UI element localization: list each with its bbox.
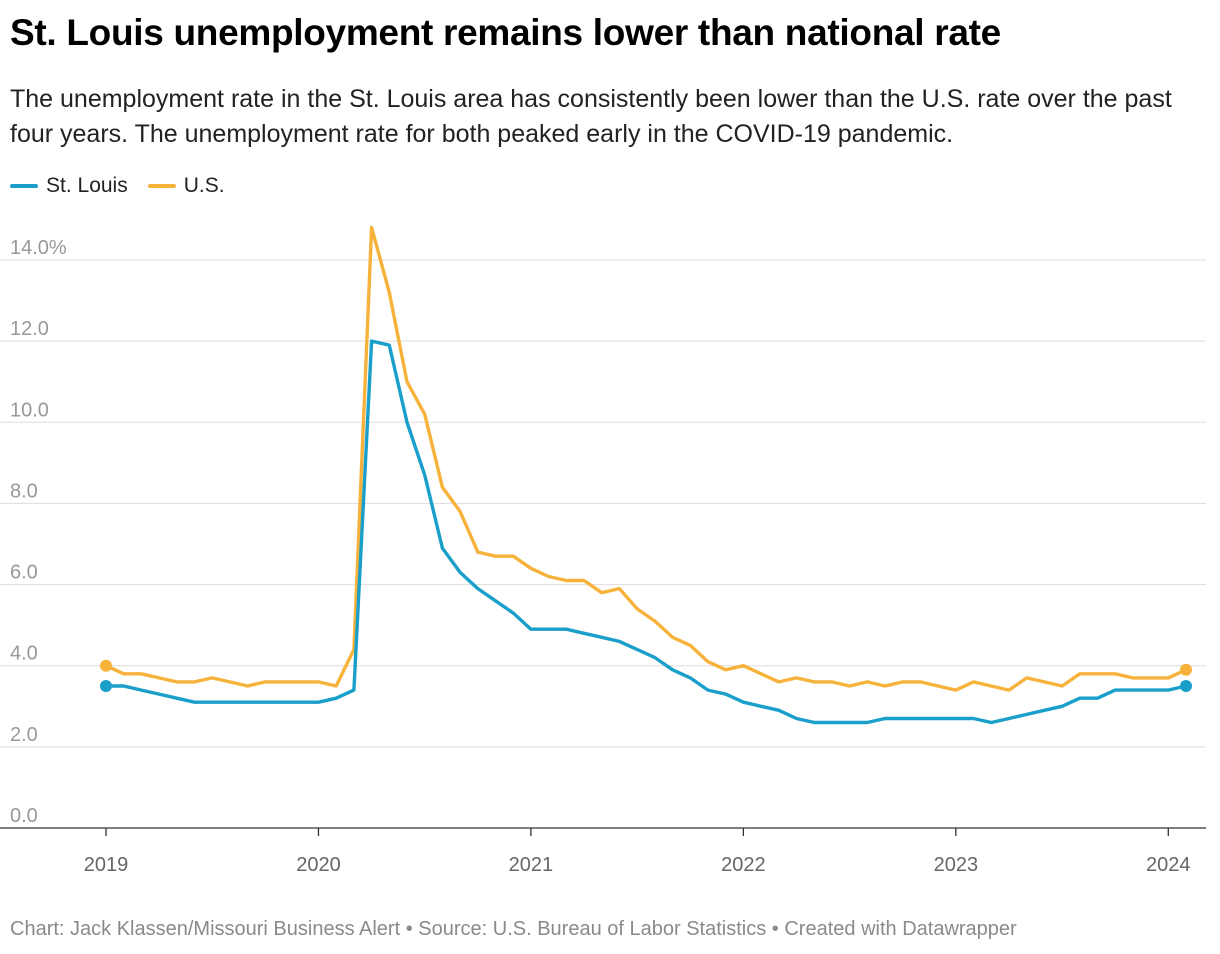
footer-chart-credit: Chart: Jack Klassen/Missouri Business Al… [10, 918, 401, 940]
series-end-dot-u-s [1180, 663, 1193, 676]
series-end-dot-st-louis [1180, 680, 1193, 692]
legend-swatch-st-louis [10, 184, 38, 188]
legend-item-st-louis: St. Louis [10, 174, 128, 198]
x-tick-label: 2023 [934, 854, 979, 876]
x-tick-label: 2020 [296, 854, 341, 876]
y-tick-label: 4.0 [10, 643, 38, 665]
y-tick-label: 12.0 [10, 318, 49, 340]
footer-separator: • [766, 918, 785, 940]
footer: Chart: Jack Klassen/Missouri Business Al… [10, 918, 1017, 941]
legend-label-us: U.S. [183, 174, 225, 197]
x-tick-label: 2019 [84, 854, 129, 876]
series-line-st-louis [104, 339, 1188, 725]
x-tick-label: 2024 [1146, 854, 1191, 876]
x-tick-label: 2021 [509, 854, 554, 876]
legend-label-st-louis: St. Louis [46, 174, 128, 197]
chart-title: St. Louis unemployment remains lower tha… [10, 12, 1001, 53]
y-tick-label: 10.0 [10, 399, 49, 421]
legend: St. Louis U.S. [10, 174, 245, 198]
footer-source: Source: U.S. Bureau of Labor Statistics [418, 918, 767, 940]
footer-separator: • [400, 918, 419, 940]
series-start-dot-st-louis [100, 680, 112, 692]
footer-created-with: Created with Datawrapper [784, 918, 1017, 940]
y-tick-label: 14.0% [10, 237, 67, 259]
series-line-u-s [104, 225, 1188, 692]
y-tick-label: 8.0 [10, 480, 38, 502]
legend-item-us: U.S. [147, 174, 225, 198]
series-start-dot-u-s [100, 659, 112, 672]
legend-swatch-us [147, 184, 176, 188]
y-tick-label: 6.0 [10, 562, 38, 584]
y-tick-label: 0.0 [10, 805, 38, 827]
y-tick-label: 2.0 [10, 724, 38, 746]
chart-subtitle: The unemployment rate in the St. Louis a… [10, 85, 1172, 148]
x-tick-label: 2022 [721, 854, 766, 876]
